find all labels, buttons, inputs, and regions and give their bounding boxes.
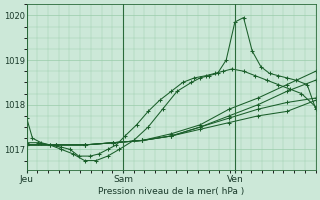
X-axis label: Pression niveau de la mer( hPa ): Pression niveau de la mer( hPa ) xyxy=(98,187,244,196)
